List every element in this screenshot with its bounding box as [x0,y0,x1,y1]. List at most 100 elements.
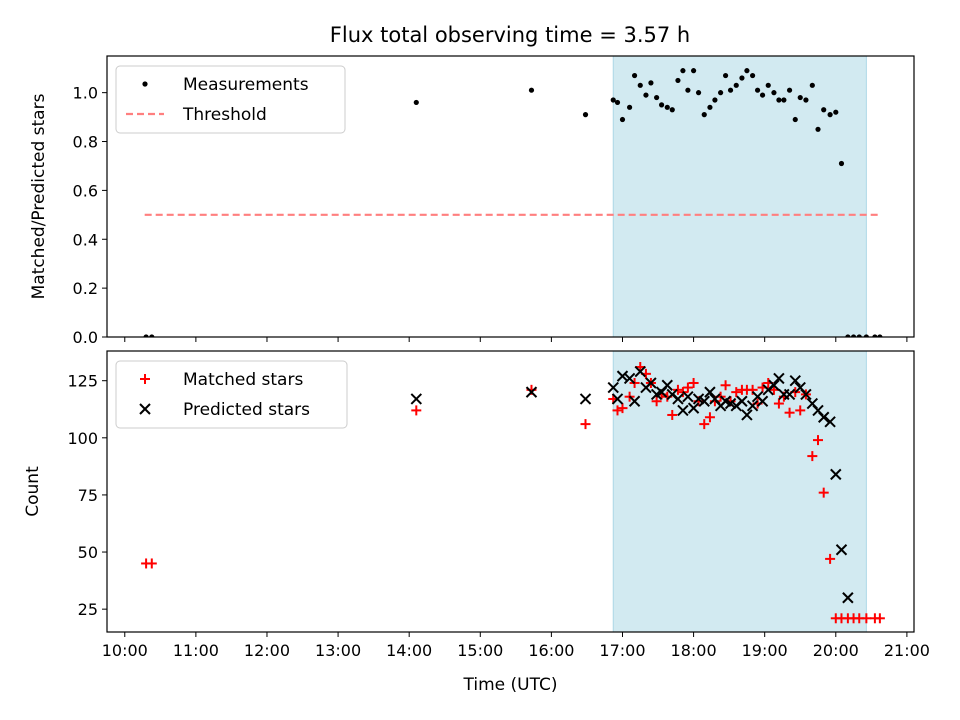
measurement-point [786,87,793,93]
measurement-point [797,94,803,101]
measurement-point [821,107,827,113]
x-tick-label: 13:00 [315,641,361,660]
measurement-point [733,82,739,88]
measurement-point [838,160,845,167]
y-axis-label: Count [23,466,43,517]
matched-point [874,613,885,624]
measurement-point [701,112,707,118]
measurement-point [528,87,535,93]
plot-area [143,68,883,337]
measurement-point [765,82,771,88]
matched-point [861,613,872,624]
y-tick-label: 75 [78,486,98,505]
matched-point [672,384,683,395]
top-panel: 0.0 0.2 0.4 0.6 0.8 1.0 Matched/Predicted star… [29,55,915,347]
observing-interval-shade [612,350,867,633]
measurement-point [718,90,724,96]
matched-point [667,409,678,420]
measurement-point [685,87,691,93]
series-predicted-stars [410,365,871,671]
x-tick-label: 12:00 [244,641,290,660]
measurement-point [877,334,883,337]
legend-label: Matched stars [183,370,303,390]
measurement-point [675,77,681,84]
legend-label: Threshold [182,105,267,125]
measurement-point [664,104,670,110]
y-tick-label: 0.2 [73,279,98,298]
y-axis-label: Matched/Predicted stars [29,93,49,299]
predicted-point [789,374,801,387]
matched-point [146,558,157,569]
measurement-point [771,90,777,96]
legend-label: Measurements [183,75,309,95]
measurement-point [850,334,857,337]
x-tick-label: 16:00 [528,641,574,660]
matched-point [720,380,731,391]
measurement-point [727,87,734,93]
legend-label: Predicted stars [183,400,310,420]
predicted-point [773,372,785,385]
predicted-point [824,416,836,428]
predicted-point [741,409,753,421]
x-tick-label: 18:00 [671,641,717,660]
measurement-point [722,72,729,79]
measurement-point [658,102,665,108]
predicted-point [410,393,422,405]
y-tick-label: 0.8 [73,133,98,152]
predicted-point [861,661,871,671]
matched-point [731,387,742,398]
y-tick-label: 0.0 [73,328,98,347]
legend-marker-predicted [139,403,151,415]
x-tick-label: 19:00 [742,641,788,660]
predicted-point [645,377,657,389]
x-axis-label: Time (UTC) [463,675,558,695]
matched-point [773,398,784,409]
predicted-point [842,592,854,604]
predicted-point [607,381,619,394]
measurement-point [637,82,643,88]
predicted-point [687,402,700,414]
y-tick-label: 0.4 [73,230,98,249]
x-tick-label: 14:00 [386,641,432,660]
measurement-point [619,116,626,123]
predicted-point [800,388,812,401]
y-tick-label: 0.6 [73,181,98,200]
measurement-point [680,68,686,74]
measurement-point [143,334,149,337]
legend-marker-measurements [142,81,148,87]
y-tick-label: 100 [67,429,98,448]
predicted-point [756,395,769,407]
measurement-point [654,94,660,101]
predicted-point [611,393,624,405]
matched-point [411,405,422,416]
y-tick-label: 25 [78,600,98,619]
predicted-point [849,661,859,671]
predicted-point [736,395,748,407]
measurement-point [695,90,702,96]
measurement-point [669,107,675,113]
measurement-point [626,104,633,110]
predicted-point [704,386,716,398]
matched-point [682,382,693,393]
legend-box [115,65,346,134]
matched-point [807,451,818,462]
x-tick-label: 17:00 [599,641,645,660]
predicted-point [634,365,646,378]
measurement-point [833,109,839,115]
y-tick-label: 50 [78,543,98,562]
matched-point [813,435,824,446]
x-tick-label: 10:00 [102,641,148,660]
matched-point [699,419,710,430]
measurement-point [712,97,718,103]
matched-point [747,384,758,395]
x-tick-label: 21:00 [884,641,930,660]
measurement-point [845,334,851,337]
measurement-point [863,334,869,337]
measurement-point [690,68,697,74]
predicted-point [835,544,848,556]
measurement-point [803,97,809,103]
measurement-point [610,97,616,103]
measurement-point [856,334,862,337]
measurement-point [582,112,589,118]
